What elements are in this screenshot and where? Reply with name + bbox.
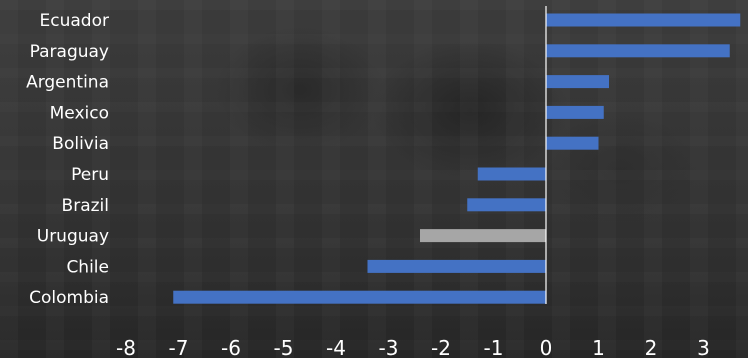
bar-mexico (546, 105, 604, 119)
x-tick-label: 3 (697, 336, 710, 358)
x-tick-label: -2 (431, 336, 451, 358)
x-tick-label: -1 (484, 336, 504, 358)
bar-peru (477, 167, 546, 181)
category-label-chile: Chile (66, 257, 109, 277)
x-tick-label: -5 (274, 336, 294, 358)
x-tick-label: -6 (221, 336, 241, 358)
category-label-brazil: Brazil (62, 196, 109, 216)
bar-bolivia (546, 136, 599, 150)
category-label-paraguay: Paraguay (30, 42, 109, 62)
bar-argentina (546, 75, 609, 89)
bar-brazil (467, 198, 546, 212)
bar-uruguay (420, 229, 546, 243)
category-label-ecuador: Ecuador (40, 11, 109, 31)
x-tick-label: 2 (645, 336, 658, 358)
category-label-argentina: Argentina (26, 73, 109, 93)
category-label-mexico: Mexico (50, 103, 109, 123)
bar-colombia (173, 290, 546, 304)
category-label-peru: Peru (71, 165, 109, 185)
x-tick-label: 1 (592, 336, 605, 358)
x-tick-label: -4 (326, 336, 346, 358)
bar-ecuador (546, 13, 741, 27)
bar-chile (367, 259, 546, 273)
x-tick-label: -3 (379, 336, 399, 358)
category-label-bolivia: Bolivia (52, 134, 109, 154)
category-label-uruguay: Uruguay (37, 227, 109, 247)
category-label-colombia: Colombia (29, 288, 109, 308)
x-tick-label: 0 (540, 336, 553, 358)
bar-paraguay (546, 44, 730, 58)
x-tick-label: -7 (169, 336, 189, 358)
x-tick-label: -8 (116, 336, 136, 358)
